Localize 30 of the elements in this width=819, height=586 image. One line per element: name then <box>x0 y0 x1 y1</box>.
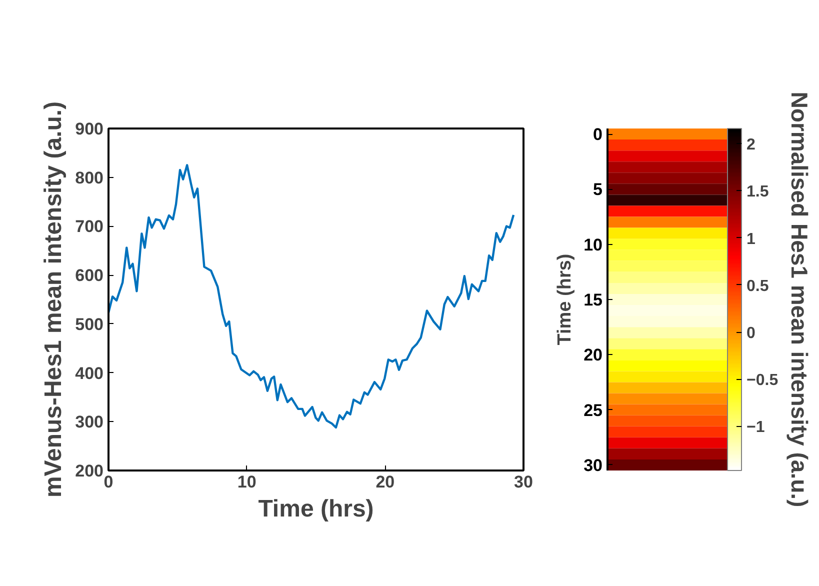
y-tick-label: 800 <box>75 168 104 188</box>
y-axis-title: Time (hrs) <box>554 254 576 346</box>
y-tick-label: 0 <box>593 125 603 144</box>
y-tick-label: 400 <box>75 364 104 383</box>
x-tick-label: 20 <box>376 472 395 492</box>
y-tick-label: 25 <box>584 400 603 420</box>
color-bar-title: Normalised Hes1 mean intensity (a.u.) <box>786 92 812 508</box>
line-series <box>108 164 515 429</box>
y-axis-title: mVenus-Hes1 mean intensity (a.u.) <box>40 101 68 498</box>
y-tick-label: 15 <box>584 290 603 310</box>
x-tick-label: 10 <box>237 472 256 492</box>
y-tick-label: 5 <box>593 180 603 200</box>
x-axis-title: Time (hrs) <box>258 496 374 522</box>
color-bar-label: 2 <box>746 136 756 154</box>
color-bar-label: −0.5 <box>746 372 778 390</box>
y-tick-label: 200 <box>75 462 104 480</box>
y-tick-label: 10 <box>584 235 603 254</box>
color-bar-label: 1 <box>746 230 756 248</box>
y-tick-label: 700 <box>75 217 104 236</box>
y-tick-label: 20 <box>584 346 603 365</box>
y-tick-label: 600 <box>75 266 104 286</box>
color-bar-label: 1.5 <box>746 184 769 201</box>
y-tick-label: 500 <box>75 314 104 334</box>
y-tick-label: 900 <box>75 120 104 138</box>
color-bar-label: 0 <box>746 325 756 342</box>
color-bar-label: −1 <box>746 419 765 436</box>
x-tick-label: 30 <box>514 472 533 492</box>
color-bar-label: 0.5 <box>746 278 769 295</box>
y-tick-label: 300 <box>75 412 104 432</box>
y-tick-label: 30 <box>584 456 603 475</box>
